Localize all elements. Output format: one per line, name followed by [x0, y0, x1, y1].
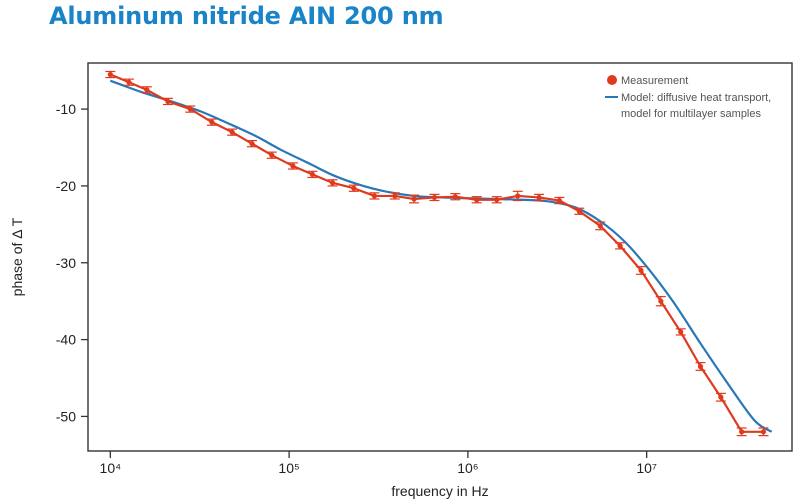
measurement-marker [760, 429, 767, 435]
measurement-marker [187, 106, 193, 112]
legend-measurement-marker [607, 75, 617, 85]
legend-model-label-line2: model for multilayer samples [621, 108, 761, 120]
measurement-marker [617, 243, 623, 249]
measurement-marker [658, 298, 664, 304]
measurement-point [348, 184, 359, 192]
measurement-point [123, 78, 134, 86]
x-tick-label: 10⁶ [457, 460, 478, 476]
legend-model-label-line1: Model: diffusive heat transport, [621, 92, 771, 104]
measurement-point [246, 140, 257, 148]
y-tick-label: -30 [56, 255, 76, 271]
measurement-marker [209, 119, 215, 125]
measurement-marker [739, 429, 745, 435]
measurement-point [162, 97, 173, 106]
x-tick-label: 10⁵ [278, 460, 299, 476]
measurement-marker [697, 363, 704, 370]
x-tick-label: 10⁴ [100, 460, 122, 476]
measurement-marker [269, 152, 275, 158]
measurement-point [206, 118, 217, 126]
measurement-marker [309, 171, 316, 178]
plot-frame [87, 62, 793, 452]
measurement-marker [452, 194, 458, 200]
measurement-point [595, 221, 606, 231]
measurement-point [715, 392, 726, 402]
measurement-marker [229, 129, 235, 135]
measurement-point [450, 193, 461, 201]
measurement-point [409, 194, 420, 204]
y-tick-label: -40 [56, 332, 76, 348]
measurement-point [307, 170, 318, 179]
measurement-point [471, 196, 482, 204]
measurement-marker [638, 267, 644, 274]
measurement-point [327, 179, 338, 187]
y-tick-label: -50 [56, 408, 76, 424]
measurement-marker [536, 194, 542, 201]
measurement-point [266, 151, 277, 159]
y-axis: -10 -20 -30 -40 -50 [56, 101, 88, 424]
measurement-marker [290, 163, 296, 169]
measurement-marker [678, 329, 684, 335]
measurement-marker [107, 71, 113, 78]
measurement-marker [597, 223, 603, 229]
series-layer [105, 70, 773, 437]
model-curve [109, 79, 773, 433]
measurement-marker [718, 394, 724, 400]
chart-title: Aluminum nitride AIN 200 nm [49, 2, 444, 30]
measurement-point [227, 128, 238, 136]
measurement-point [615, 242, 626, 250]
measurement-point [185, 105, 196, 113]
measurement-point [369, 192, 380, 200]
measurement-marker [126, 79, 132, 85]
measurement-point [636, 266, 647, 275]
measurement-marker [249, 141, 255, 147]
measurement-point [491, 196, 502, 204]
x-axis: 10⁴ 10⁵ 10⁶ 10⁷ [100, 451, 657, 476]
measurement-point [655, 295, 666, 307]
measurement-marker [329, 180, 336, 186]
measurement-marker [494, 197, 500, 203]
measurement-marker [474, 197, 480, 203]
legend-measurement-label: Measurement [621, 75, 688, 87]
measurement-point [574, 207, 585, 215]
y-tick-label: -20 [56, 178, 76, 194]
measurement-point [429, 193, 440, 202]
measurement-point [141, 86, 152, 94]
measurement-point [736, 427, 747, 437]
y-tick-label: -10 [56, 101, 76, 117]
measurement-marker [144, 87, 150, 93]
legend: Measurement Model: diffusive heat transp… [605, 75, 771, 120]
measurement-marker [411, 196, 417, 202]
measurement-point [512, 190, 523, 202]
measurement-point [758, 427, 769, 437]
measurement-point [287, 162, 298, 170]
measurement-point [105, 70, 116, 79]
x-tick-label: 10⁷ [636, 460, 657, 476]
measurement-marker [515, 193, 521, 199]
measurement-marker [165, 98, 171, 105]
measurement-point [695, 362, 706, 371]
measurement-line [109, 73, 764, 433]
measurement-marker [556, 197, 563, 204]
y-axis-title: phase of Δ T [9, 217, 25, 296]
measurement-point [554, 196, 565, 205]
measurement-marker [576, 208, 582, 214]
measurement-point [389, 192, 400, 200]
measurement-point [675, 328, 686, 336]
measurement-marker [351, 185, 357, 191]
measurement-marker [371, 193, 378, 199]
x-axis-title: frequency in Hz [391, 483, 488, 499]
measurement-point [534, 193, 545, 202]
measurement-marker [431, 194, 438, 201]
measurement-marker [392, 193, 398, 199]
